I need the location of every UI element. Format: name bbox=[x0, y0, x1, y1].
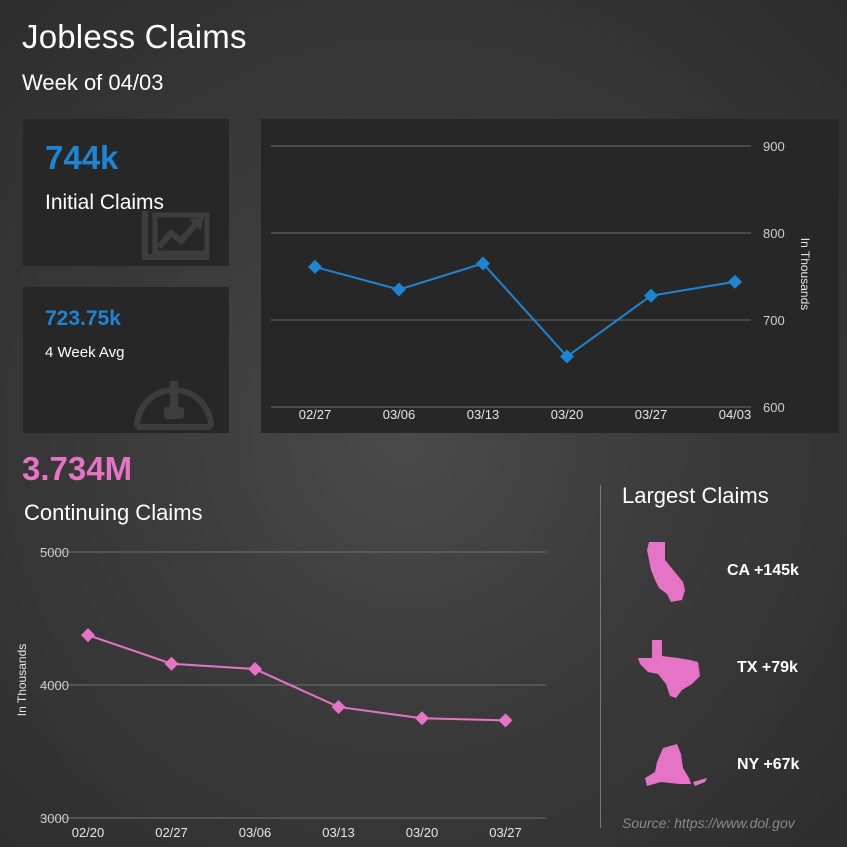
initial-claims-chart-card: 900 800 700 600 02/27 03/06 03/13 03/20 03/27 04/… bbox=[261, 119, 839, 433]
x-tick-label: 03/20 bbox=[551, 407, 584, 422]
state-label-tx: TX +79k bbox=[737, 659, 798, 676]
y-tick-label: 4000 bbox=[40, 678, 69, 693]
x-tick-label: 03/13 bbox=[467, 407, 500, 422]
california-icon bbox=[647, 542, 685, 602]
data-point bbox=[560, 349, 574, 364]
page-title: Jobless Claims bbox=[22, 18, 247, 55]
x-tick-label: 02/20 bbox=[72, 825, 105, 840]
largest-claims-title: Largest Claims bbox=[622, 483, 769, 508]
continuing-claims-label: Continuing Claims bbox=[24, 500, 203, 525]
divider bbox=[600, 485, 601, 828]
data-point bbox=[644, 288, 658, 303]
initial-claims-value: 744k bbox=[45, 139, 119, 176]
x-tick-label: 03/27 bbox=[489, 825, 522, 840]
y-tick-label: 600 bbox=[763, 400, 785, 415]
data-point bbox=[331, 699, 346, 714]
source-text: Source: https://www.dol.gov bbox=[622, 815, 795, 831]
series-line bbox=[87, 634, 506, 722]
initial-claims-line-chart: 900 800 700 600 02/27 03/06 03/13 03/20 03/27 04/… bbox=[271, 139, 812, 422]
x-tick-label: 03/13 bbox=[322, 825, 355, 840]
y-tick-label: 3000 bbox=[40, 811, 69, 826]
y-tick-label: 5000 bbox=[40, 545, 69, 560]
new-york-icon bbox=[645, 744, 707, 786]
texas-icon bbox=[638, 640, 700, 698]
x-tick-label: 03/27 bbox=[635, 407, 668, 422]
data-point bbox=[81, 628, 95, 643]
series-line bbox=[314, 262, 736, 358]
y-tick-label: 800 bbox=[763, 226, 785, 241]
y-axis-label: In Thousands bbox=[15, 644, 29, 717]
gauge-icon bbox=[134, 381, 214, 430]
initial-claims-card: 744k Initial Claims bbox=[23, 119, 229, 266]
data-point bbox=[415, 711, 429, 726]
data-point bbox=[308, 259, 322, 274]
y-tick-label: 700 bbox=[763, 313, 785, 328]
four-week-avg-value: 723.75k bbox=[45, 307, 121, 330]
y-tick-label: 900 bbox=[763, 139, 785, 154]
x-tick-label: 02/27 bbox=[155, 825, 188, 840]
four-week-avg-label: 4 Week Avg bbox=[45, 344, 125, 361]
data-point bbox=[476, 256, 490, 271]
data-point bbox=[392, 282, 406, 297]
data-point bbox=[164, 656, 179, 671]
continuing-claims-value: 3.734M bbox=[22, 450, 133, 487]
x-tick-label: 03/06 bbox=[383, 407, 416, 422]
x-tick-label: 03/06 bbox=[239, 825, 272, 840]
initial-claims-label: Initial Claims bbox=[45, 191, 165, 214]
x-tick-label: 04/03 bbox=[719, 407, 752, 422]
four-week-avg-card: 723.75k 4 Week Avg bbox=[23, 287, 229, 433]
y-axis-label: In Thousands bbox=[798, 238, 812, 311]
data-point bbox=[248, 662, 262, 677]
data-point bbox=[728, 274, 742, 289]
x-tick-label: 03/20 bbox=[406, 825, 439, 840]
state-label-ny: NY +67k bbox=[737, 756, 800, 773]
state-label-ca: CA +145k bbox=[727, 562, 799, 579]
page-subtitle: Week of 04/03 bbox=[22, 70, 164, 95]
trending-chart-icon bbox=[142, 211, 210, 260]
data-point bbox=[498, 713, 513, 728]
x-tick-label: 02/27 bbox=[299, 407, 332, 422]
